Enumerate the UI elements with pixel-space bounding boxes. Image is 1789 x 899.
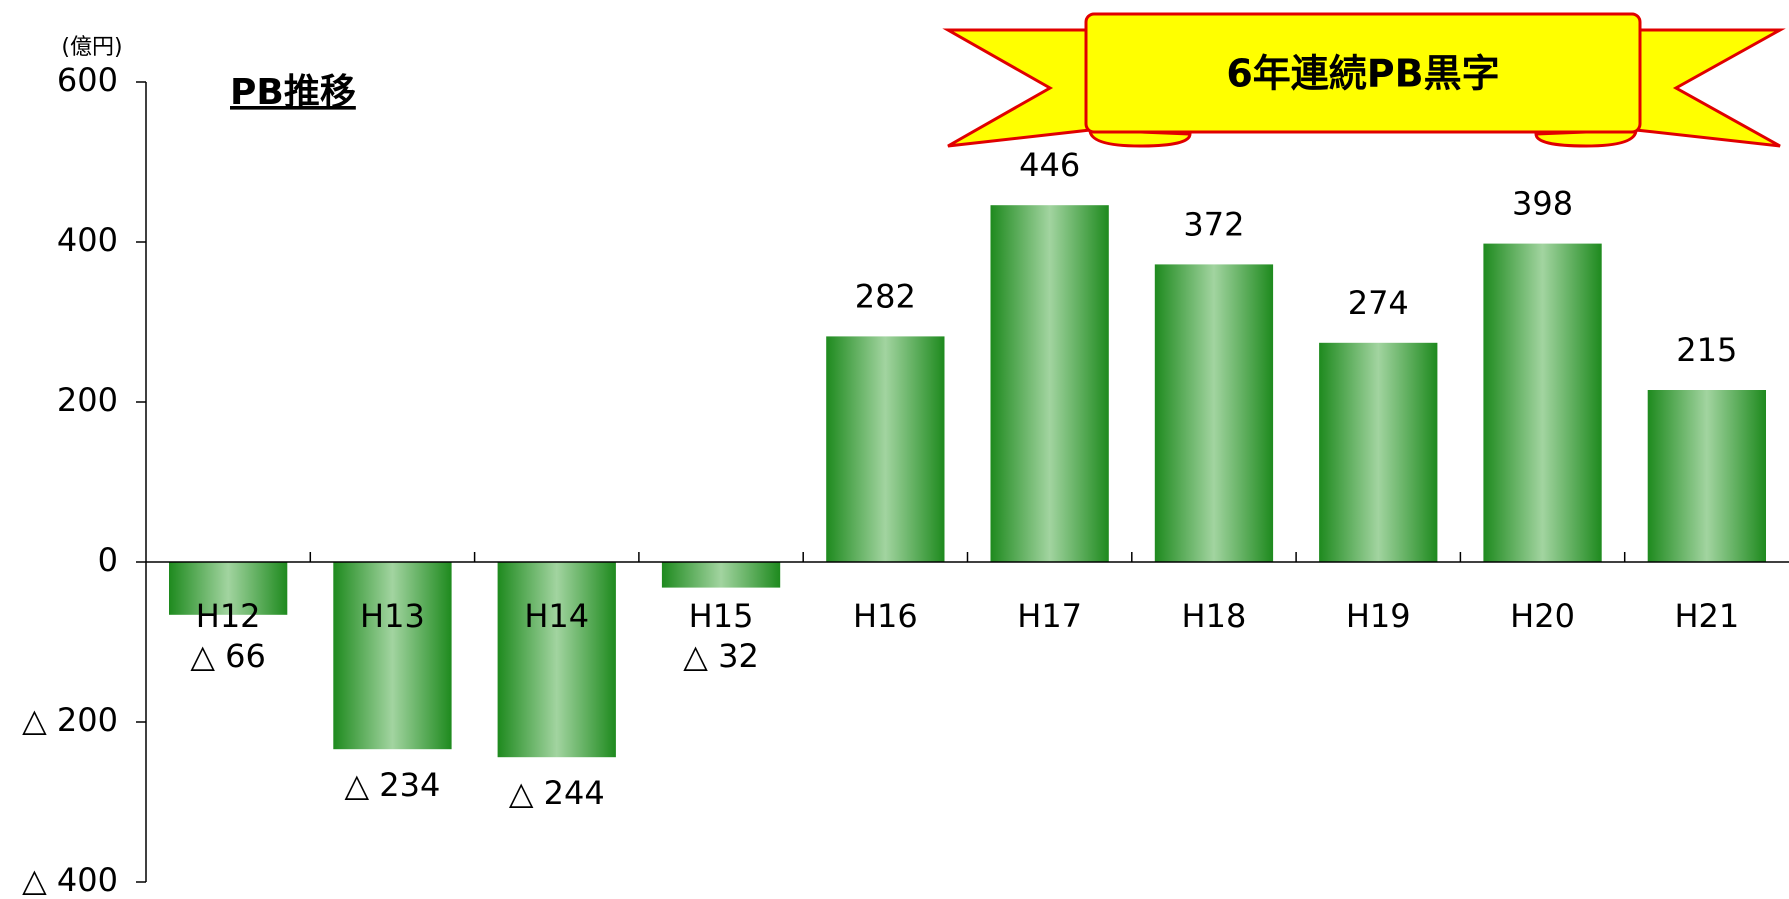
x-tick-label: H12 [196, 597, 261, 635]
bar [333, 562, 452, 750]
x-tick-label: H14 [524, 597, 589, 635]
bar [1483, 243, 1602, 562]
value-label: △ 234 [345, 766, 441, 804]
x-tick-label: H19 [1346, 597, 1411, 635]
bar [661, 562, 781, 588]
annotation: 6年連続PB黒字 [1226, 52, 1499, 96]
y-tick-label: 200 [57, 381, 118, 419]
y-tick-label: △ 200 [22, 701, 118, 739]
value-label: 215 [1676, 331, 1737, 369]
x-tick-label: H13 [360, 597, 425, 635]
x-tick-label: H21 [1674, 597, 1739, 635]
x-tick-label: H17 [1017, 597, 1082, 635]
y-tick-label: 600 [57, 61, 118, 99]
chart-title: PB推移 [230, 72, 356, 113]
bar [826, 336, 945, 562]
y-tick-label: 400 [57, 221, 118, 259]
bar [1154, 264, 1274, 562]
y-tick-label: 0 [98, 541, 118, 579]
value-label: △ 66 [190, 637, 266, 675]
x-tick-label: H15 [689, 597, 754, 635]
value-label: 446 [1019, 146, 1080, 184]
bar [169, 562, 288, 615]
value-label: 282 [855, 277, 916, 315]
value-label: △ 244 [509, 774, 605, 812]
bar [1647, 390, 1766, 562]
value-label: 274 [1348, 284, 1409, 322]
bar [990, 205, 1109, 562]
x-tick-label: H16 [853, 597, 918, 635]
banner: 6年連続PB黒字 [942, 12, 1786, 148]
x-tick-label: H20 [1510, 597, 1575, 635]
y-tick-label: △ 400 [22, 861, 118, 899]
unit-label: (億円) [61, 35, 122, 60]
bar [497, 562, 616, 758]
value-label: 372 [1183, 205, 1244, 243]
value-label: △ 32 [683, 637, 759, 675]
value-label: 398 [1512, 185, 1573, 223]
bar [1319, 342, 1438, 562]
x-tick-label: H18 [1182, 597, 1247, 635]
